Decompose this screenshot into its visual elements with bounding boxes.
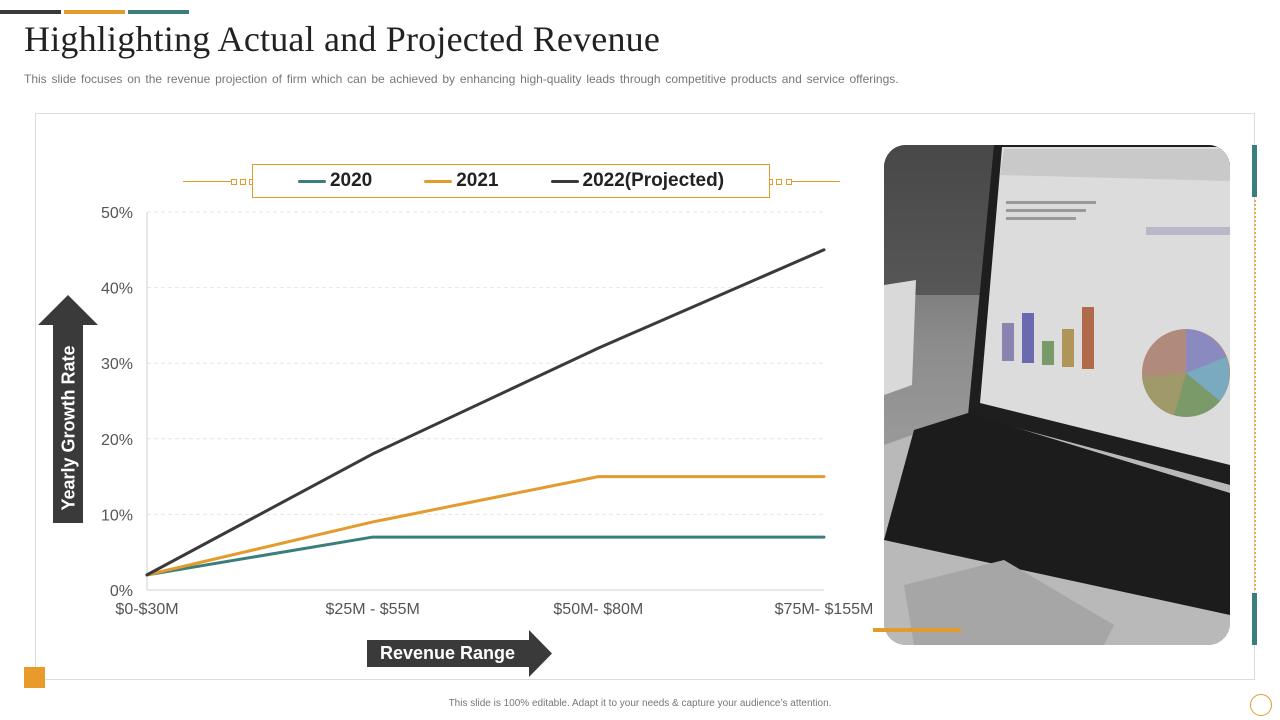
legend-label-2020: 2020 bbox=[329, 170, 373, 191]
chart-legend: 2020 2021 2022(Projected) bbox=[252, 164, 770, 198]
top-accent-bar-dark bbox=[0, 10, 61, 14]
legend-deco-square bbox=[240, 179, 246, 185]
legend-deco-square bbox=[786, 179, 792, 185]
legend-deco-line-right bbox=[792, 181, 840, 182]
series-line-2020 bbox=[145, 535, 826, 577]
side-accent-dots bbox=[1254, 200, 1256, 590]
legend-label-2021: 2021 bbox=[456, 170, 499, 191]
legend-item-2021: 2021 bbox=[424, 170, 499, 192]
top-accent-bar-orange bbox=[64, 10, 125, 14]
top-accent-bar-teal bbox=[128, 10, 189, 14]
x-tick-label: $25M - $55M bbox=[326, 601, 420, 618]
y-tick-label: 50% bbox=[101, 205, 133, 222]
legend-swatch-2020 bbox=[297, 179, 326, 183]
legend-deco-square bbox=[776, 179, 782, 185]
side-accent-teal-bottom bbox=[1252, 593, 1257, 645]
series-line-2022(Projected) bbox=[145, 248, 826, 577]
line-chart: 0% 10% 20% 30% 40% 50% $0-$30M $25M - $55M $50M-… bbox=[101, 205, 874, 618]
x-axis-arrow-icon bbox=[367, 630, 552, 677]
page-subtitle: This slide focuses on the revenue projec… bbox=[24, 72, 899, 86]
x-tick-label: $0-$30M bbox=[115, 601, 178, 618]
legend-label-2022: 2022(Projected) bbox=[582, 170, 725, 191]
x-tick-label: $75M- $155M bbox=[775, 601, 874, 618]
side-accent-teal-top bbox=[1252, 145, 1257, 197]
legend-swatch-2022 bbox=[550, 179, 579, 183]
y-tick-label: 40% bbox=[101, 281, 133, 298]
corner-accent-square bbox=[24, 667, 45, 688]
legend-deco-square bbox=[231, 179, 237, 185]
x-axis-label: Revenue Range bbox=[380, 643, 516, 663]
y-tick-label: 20% bbox=[101, 432, 133, 449]
legend-item-2020: 2020 bbox=[297, 170, 373, 192]
legend-swatch-2021 bbox=[424, 179, 453, 183]
page-footer: This slide is 100% editable. Adapt it to… bbox=[448, 698, 832, 709]
laptop-photo bbox=[884, 145, 1230, 645]
y-axis-arrow-icon bbox=[38, 295, 98, 523]
y-axis-label: Yearly Growth Rate bbox=[58, 345, 79, 511]
series-line-2021 bbox=[145, 475, 826, 577]
laptop-photo-icon bbox=[884, 145, 1230, 645]
y-tick-label: 30% bbox=[101, 356, 133, 373]
legend-item-2022: 2022(Projected) bbox=[550, 170, 725, 192]
x-tick-label: $50M- $80M bbox=[553, 601, 643, 618]
corner-accent-circle bbox=[1250, 694, 1272, 716]
y-tick-label: 10% bbox=[101, 507, 133, 524]
y-tick-label: 0% bbox=[110, 583, 133, 600]
page-title: Highlighting Actual and Projected Revenu… bbox=[24, 19, 661, 59]
photo-accent-bar bbox=[873, 628, 961, 632]
legend-deco-line-left bbox=[183, 181, 231, 182]
